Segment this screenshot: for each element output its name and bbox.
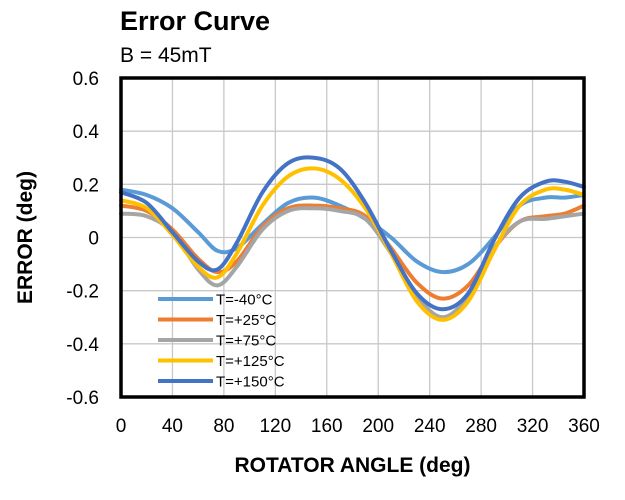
legend: T=-40°C T=+25°C T=+75°C T=+125°C T=+150°C xyxy=(158,292,285,391)
x-tick-label: 200 xyxy=(362,416,394,437)
x-tick-label: 280 xyxy=(465,416,497,437)
x-tick-label: 80 xyxy=(213,416,234,437)
series-line-5 xyxy=(119,155,586,312)
y-tick-label: -0.6 xyxy=(66,388,99,409)
x-tick-label: 360 xyxy=(568,416,600,437)
series-line-3 xyxy=(119,206,586,320)
series-lines xyxy=(119,155,586,322)
x-tick-label: 40 xyxy=(162,416,183,437)
y-tick-label: 0.2 xyxy=(73,175,99,196)
x-axis-label: ROTATOR ANGLE (deg) xyxy=(234,454,470,477)
y-tick-label: -0.2 xyxy=(66,282,99,303)
legend-label: T=-40°C xyxy=(216,292,273,309)
grid xyxy=(120,77,585,398)
x-tick-label: 240 xyxy=(414,416,446,437)
y-tick-label: -0.4 xyxy=(66,335,99,356)
x-tick-label: 120 xyxy=(259,416,291,437)
plot-frame xyxy=(119,76,586,399)
x-tick-label: 160 xyxy=(311,416,343,437)
x-tick-label: 320 xyxy=(517,416,549,437)
y-tick-label: 0.4 xyxy=(73,122,100,143)
chart-title: Error Curve xyxy=(120,6,271,36)
x-tick-labels: 0 40 80 120 160 200 240 280 320 360 xyxy=(116,416,600,437)
legend-label: T=+75°C xyxy=(216,333,276,350)
legend-label: T=+125°C xyxy=(216,353,285,370)
legend-label: T=+25°C xyxy=(216,312,276,329)
y-tick-label: 0.6 xyxy=(73,69,99,90)
chart-subtitle: B = 45mT xyxy=(120,44,212,67)
y-tick-labels: 0.6 0.4 0.2 0 -0.2 -0.4 -0.6 xyxy=(66,69,99,409)
y-tick-label: 0 xyxy=(88,229,99,250)
legend-label: T=+150°C xyxy=(216,374,285,391)
series-line-4 xyxy=(119,166,586,322)
y-axis-label: ERROR (deg) xyxy=(14,171,37,304)
x-tick-label: 0 xyxy=(116,416,127,437)
